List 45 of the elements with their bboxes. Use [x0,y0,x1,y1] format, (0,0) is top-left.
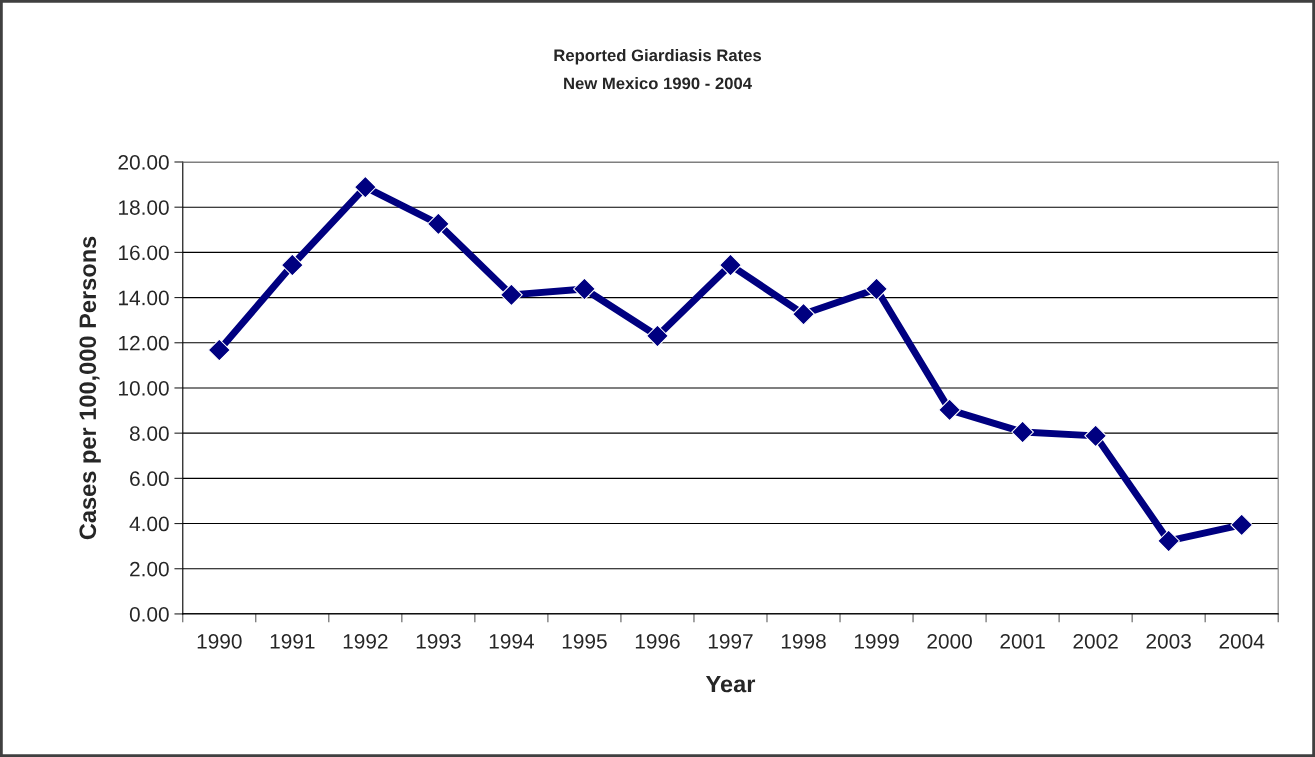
x-tick-label: 1992 [343,633,388,649]
point [792,302,815,326]
x-tick-label: 2003 [1146,633,1191,649]
x-tick-label: 2002 [1073,633,1118,649]
point [719,253,742,277]
x-tick-label: 1991 [270,633,315,649]
x-tick-label: 1994 [489,633,534,649]
x-tick-label: 2001 [1000,633,1045,649]
point [1157,529,1180,553]
y-tick-label: 18.00 [119,200,169,215]
x-tick-label: 1993 [416,633,461,649]
y-tick-label: 2.00 [130,561,169,577]
x-tick-label: 1996 [635,633,680,649]
y-tick-label: 14.00 [119,290,169,306]
x-tick-label: 2004 [1219,633,1265,649]
y-tick-label: 10.00 [119,380,169,396]
point [646,324,669,348]
y-tick-label: 0.00 [129,606,169,622]
point [207,338,231,362]
y-axis-title: Cases per 100,000 Persons [79,236,101,540]
point [865,277,888,301]
x-tick-label: 2000 [927,633,972,649]
x-tick-label: 1995 [562,633,607,649]
point [1084,424,1107,448]
chart-title: Reported Giardiasis Rates [554,49,762,65]
x-axis-title: Year [705,675,756,693]
y-tick-label: 8.00 [129,426,169,441]
point [354,175,377,199]
y-tick-label: 16.00 [119,245,169,261]
x-tick-label: 1990 [197,633,242,649]
point [938,398,961,422]
y-tick-label: 4.00 [129,516,169,532]
point [427,212,450,236]
y-tick-label: 6.00 [130,471,169,487]
x-tick-label: 1998 [781,633,826,649]
point [500,283,523,307]
point [281,253,304,277]
y-tick-label: 12.00 [119,335,169,351]
y-tick-label: 20.00 [118,155,169,170]
x-tick-label: 1999 [854,633,899,649]
point [573,277,596,301]
point [1230,513,1253,537]
x-tick-label: 1997 [708,633,753,649]
point [1011,420,1034,444]
chart-subtitle: New Mexico 1990 - 2004 [564,77,752,90]
